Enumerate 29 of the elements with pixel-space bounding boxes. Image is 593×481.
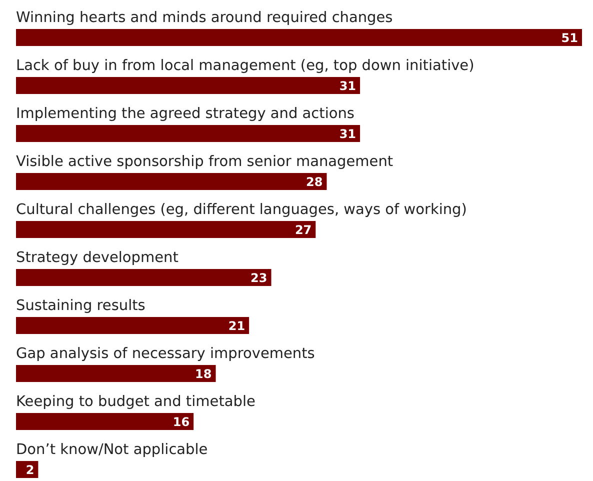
data-label: 2 [26, 463, 34, 477]
y-tick-label: Don’t know/Not applicable [16, 442, 208, 458]
y-tick-label: Lack of buy in from local management (eg, top down initiative) [16, 58, 474, 74]
data-label: 27 [294, 223, 312, 237]
data-label: 16 [172, 415, 190, 429]
y-tick-label: Visible active sponsorship from senior management [16, 154, 394, 170]
bar [16, 29, 582, 46]
y-tick-label: Sustaining results [16, 298, 146, 314]
y-tick-label: Strategy development [16, 250, 179, 266]
data-label: 51 [561, 31, 578, 45]
bar [16, 221, 316, 238]
bar [16, 365, 216, 382]
bar [16, 77, 360, 94]
bar [16, 413, 194, 430]
data-label: 28 [306, 175, 323, 189]
y-tick-label: Gap analysis of necessary improvements [16, 346, 315, 362]
bar [16, 269, 272, 286]
bar [16, 173, 327, 190]
y-tick-label: Cultural challenges (eg, different languages, ways of working) [16, 202, 467, 218]
data-label: 21 [228, 319, 246, 333]
y-tick-label: Keeping to budget and timetable [16, 394, 256, 410]
bar [16, 125, 360, 142]
data-label: 31 [339, 127, 356, 141]
data-label: 18 [195, 367, 212, 381]
data-label: 23 [250, 271, 268, 285]
data-label: 31 [339, 79, 356, 93]
y-tick-label: Winning hearts and minds around required changes [16, 10, 393, 26]
bar [16, 317, 250, 334]
y-tick-label: Implementing the agreed strategy and actions [16, 106, 354, 122]
